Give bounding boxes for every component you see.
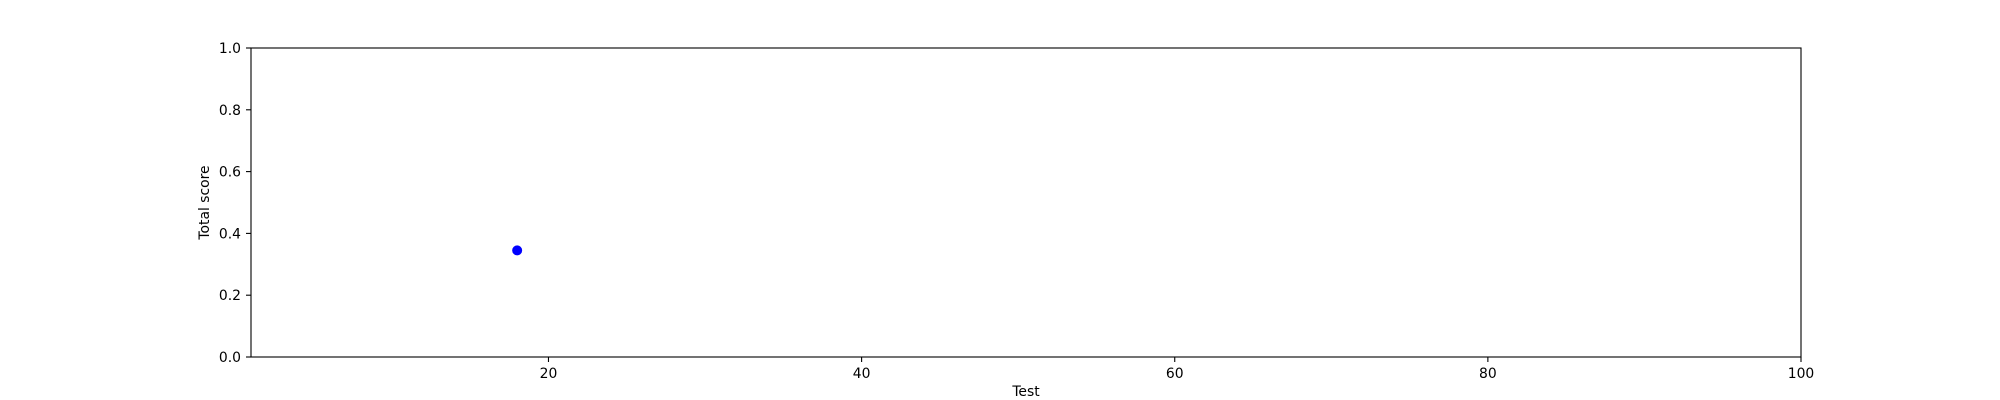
y-tick-label: 0.4 (219, 226, 241, 242)
y-tick-label: 0.8 (219, 103, 241, 119)
x-axis-ticks: 20 40 60 80 100 (540, 357, 1815, 382)
x-tick-label: 20 (540, 366, 558, 382)
plot-area-frame (250, 47, 1802, 358)
y-tick-label: 0.0 (219, 350, 241, 366)
x-tick-label: 60 (1166, 366, 1184, 382)
data-points (512, 245, 523, 256)
data-point (512, 245, 523, 256)
x-tick-label: 100 (1788, 366, 1815, 382)
x-tick-label: 80 (1479, 366, 1497, 382)
x-tick-label: 40 (853, 366, 871, 382)
y-axis-ticks: 0.0 0.2 0.4 0.6 0.8 1.0 (219, 41, 251, 366)
y-tick-label: 1.0 (219, 41, 241, 57)
y-axis-label: Total score (197, 165, 213, 240)
y-tick-label: 0.2 (219, 288, 241, 304)
y-tick-label: 0.6 (219, 165, 241, 181)
x-axis-label: Test (1011, 384, 1040, 400)
